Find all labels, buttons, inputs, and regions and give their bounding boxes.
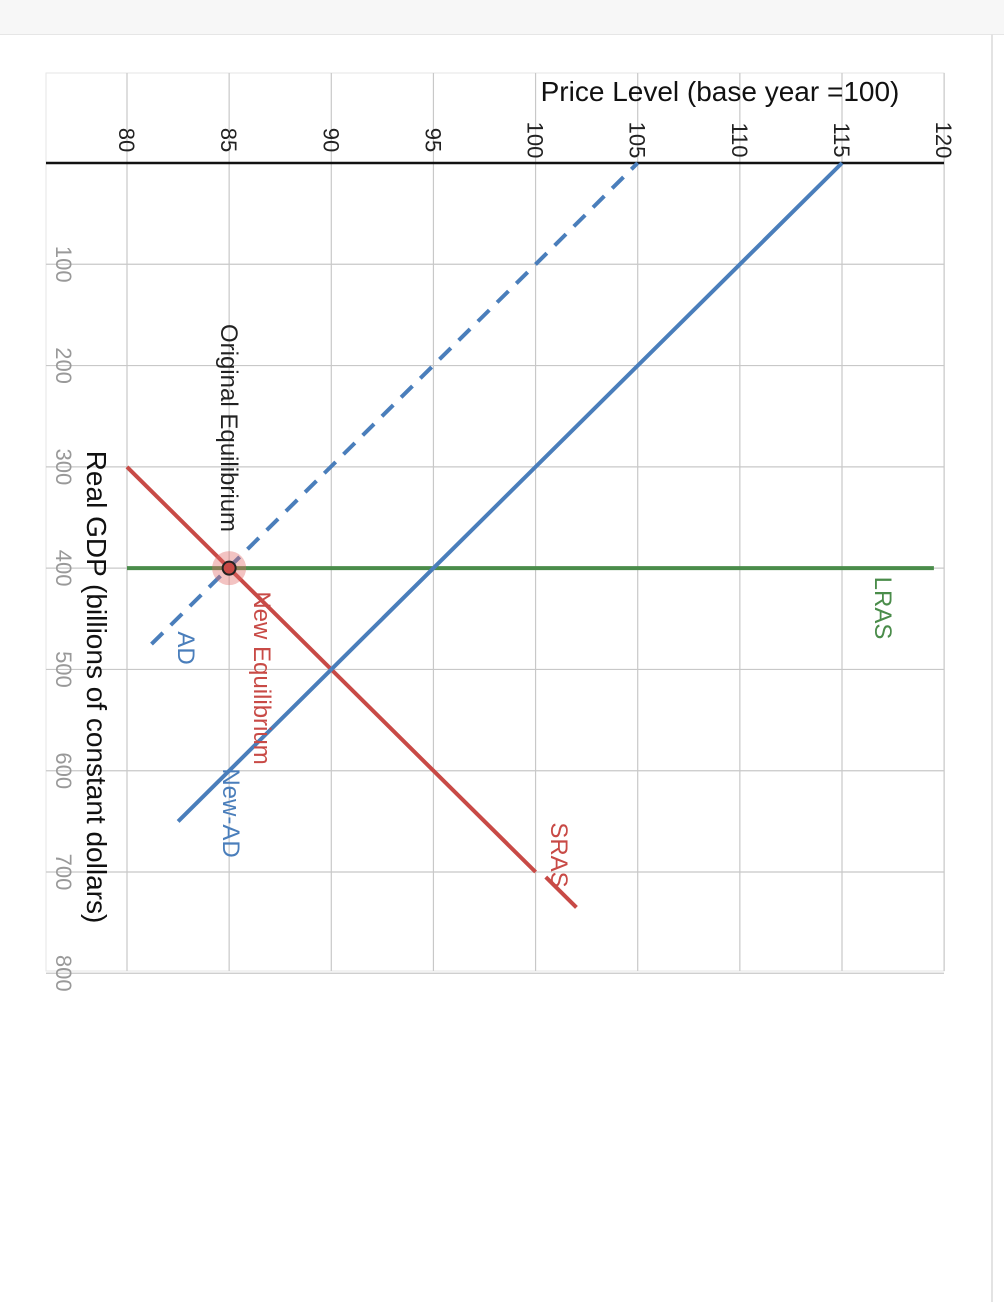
price-tick-label-115: 115 [829, 122, 854, 157]
price-tick-label-80: 80 [114, 128, 139, 152]
price-tick-label-95: 95 [420, 128, 445, 152]
page-border [991, 34, 993, 1302]
x-axis-title: Real GDP (billions of constant dollars) [81, 451, 112, 924]
gdp-tick-label-100: 100 [51, 246, 76, 283]
gdp-tick-label-600: 600 [51, 752, 76, 789]
gdp-tick-label-200: 200 [51, 347, 76, 384]
new-equilibrium-label: New Equilibrium [248, 591, 275, 764]
price-tick-label-90: 90 [318, 128, 343, 152]
original-equilibrium-label: Original Equilibrium [215, 324, 242, 532]
sras-extension [544, 875, 578, 909]
price-tick-label-110: 110 [727, 122, 752, 157]
gdp-tick-label-300: 300 [51, 448, 76, 485]
lras-label: LRAS [869, 577, 896, 640]
ad-curve [150, 161, 640, 646]
price-tick-label-85: 85 [216, 128, 241, 152]
plot-area [45, 72, 945, 972]
price-tick-label-120: 120 [931, 122, 956, 159]
gdp-tick-label-400: 400 [51, 550, 76, 587]
y-axis-title: Price Level (base year =100) [541, 76, 900, 107]
gdp-tick-label-700: 700 [51, 854, 76, 891]
grid [46, 73, 945, 974]
price-tick-label-105: 105 [625, 122, 650, 159]
equilibrium-point [221, 560, 237, 576]
top-bar [0, 0, 1004, 35]
price-tick-label-100: 100 [523, 122, 548, 159]
gdp-tick-label-500: 500 [51, 651, 76, 688]
sras-label: SRAS [545, 822, 572, 887]
gdp-tick-label-800: 800 [51, 955, 76, 992]
labels: Price Level (base year =100) Real GDP (b… [81, 76, 899, 923]
marks: 80 85 90 95 100 105 110 115 120 100 200 300 400 500 60… [51, 122, 956, 992]
curves [125, 161, 934, 909]
new-ad-curve [176, 161, 844, 823]
ad-label: AD [172, 631, 199, 664]
new-ad-label: New-AD [217, 768, 244, 857]
